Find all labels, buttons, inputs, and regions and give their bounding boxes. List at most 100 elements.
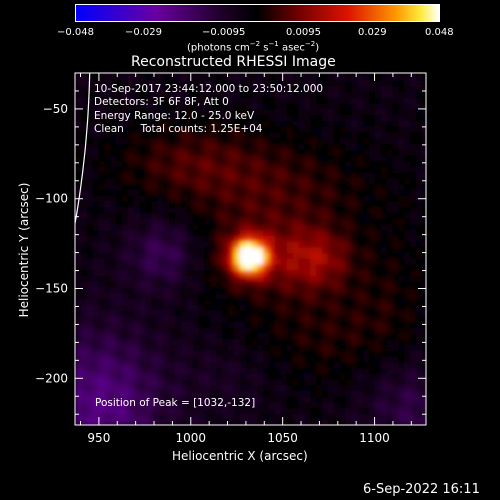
heatmap-cell bbox=[80, 73, 88, 75]
heatmap-cell bbox=[386, 212, 394, 219]
heatmap-cell bbox=[357, 229, 364, 236]
heatmap-cell bbox=[233, 264, 241, 271]
heatmap-cell bbox=[186, 103, 194, 110]
heatmap-cell bbox=[369, 97, 376, 104]
heatmap-cell bbox=[116, 315, 123, 323]
heatmap-cell bbox=[122, 402, 129, 409]
heatmap-cell bbox=[369, 292, 376, 300]
heatmap-cell bbox=[216, 281, 223, 288]
heatmap-cell bbox=[145, 292, 153, 300]
heatmap-cell bbox=[280, 419, 288, 425]
heatmap-cell bbox=[245, 154, 252, 162]
heatmap-cell bbox=[298, 137, 305, 144]
heatmap-cell bbox=[398, 241, 405, 248]
heatmap-cell bbox=[398, 154, 405, 162]
heatmap-cell bbox=[122, 419, 129, 425]
heatmap-cell bbox=[333, 407, 341, 415]
heatmap-cell bbox=[198, 333, 205, 340]
heatmap-cell bbox=[169, 223, 176, 231]
heatmap-cell bbox=[357, 166, 364, 173]
heatmap-cell bbox=[251, 287, 258, 294]
heatmap-cell bbox=[151, 413, 158, 420]
heatmap-cell bbox=[227, 281, 235, 288]
heatmap-cell bbox=[251, 166, 258, 173]
heatmap-cell bbox=[351, 413, 358, 420]
axis-tick-label: 1000 bbox=[176, 431, 207, 445]
heatmap-cell bbox=[80, 264, 88, 271]
heatmap-cell bbox=[227, 126, 235, 133]
heatmap-cell bbox=[251, 131, 258, 139]
heatmap-cell bbox=[157, 143, 164, 150]
heatmap-cell bbox=[116, 126, 123, 133]
heatmap-cell bbox=[251, 402, 258, 409]
heatmap-cell bbox=[351, 367, 358, 374]
heatmap-cell bbox=[227, 108, 235, 116]
heatmap-cell bbox=[92, 356, 100, 363]
heatmap-cell bbox=[351, 356, 358, 363]
heatmap-cell bbox=[116, 269, 123, 277]
heatmap-cell bbox=[227, 195, 235, 202]
heatmap-cell bbox=[322, 195, 329, 202]
heatmap-cell bbox=[386, 310, 394, 317]
heatmap-cell bbox=[198, 252, 205, 259]
heatmap-cell bbox=[133, 321, 141, 328]
heatmap-cell bbox=[357, 396, 364, 403]
heatmap-cell bbox=[398, 304, 405, 311]
heatmap-cell bbox=[327, 281, 335, 288]
heatmap-cell bbox=[257, 195, 264, 202]
heatmap-cell bbox=[180, 304, 188, 311]
heatmap-cell bbox=[316, 407, 323, 415]
heatmap-cell bbox=[157, 166, 164, 173]
heatmap-cell bbox=[192, 246, 200, 254]
heatmap-cell bbox=[169, 315, 176, 323]
heatmap-cell bbox=[310, 338, 317, 346]
heatmap-cell bbox=[169, 241, 176, 248]
heatmap-cell bbox=[139, 195, 147, 202]
heatmap-cell bbox=[75, 315, 82, 323]
heatmap-cell bbox=[269, 241, 276, 248]
heatmap-cell bbox=[322, 223, 329, 231]
heatmap-cell bbox=[233, 97, 241, 104]
heatmap-cell bbox=[316, 91, 323, 98]
heatmap-cell bbox=[116, 229, 123, 236]
heatmap-cell bbox=[280, 131, 288, 139]
heatmap-cell bbox=[310, 281, 317, 288]
heatmap-cell bbox=[269, 258, 276, 265]
heatmap-cell bbox=[345, 321, 352, 328]
heatmap-cell bbox=[186, 379, 194, 386]
heatmap-cell bbox=[398, 73, 405, 75]
heatmap-cell bbox=[269, 292, 276, 300]
heatmap-cell bbox=[274, 275, 282, 282]
heatmap-cell bbox=[222, 85, 229, 93]
heatmap-cell bbox=[98, 212, 105, 219]
heatmap-cell bbox=[163, 103, 170, 110]
heatmap-cell bbox=[327, 91, 335, 98]
annotation-detectors: Detectors: 3F 6F 8F, Att 0 bbox=[94, 96, 229, 108]
heatmap-cell bbox=[210, 200, 217, 208]
heatmap-cell bbox=[110, 120, 117, 127]
heatmap-cell bbox=[110, 74, 117, 81]
heatmap-cell bbox=[163, 166, 170, 173]
heatmap-cell bbox=[98, 264, 105, 271]
heatmap-cell bbox=[298, 218, 305, 225]
heatmap-cell bbox=[280, 333, 288, 340]
heatmap-cell bbox=[357, 413, 364, 420]
heatmap-cell bbox=[98, 384, 105, 392]
heatmap-cell bbox=[233, 379, 241, 386]
heatmap-cell bbox=[363, 143, 370, 150]
heatmap-cell bbox=[239, 419, 247, 425]
heatmap-cell bbox=[280, 97, 288, 104]
heatmap-cell bbox=[227, 252, 235, 259]
heatmap-cell bbox=[186, 74, 194, 81]
heatmap-cell bbox=[422, 407, 426, 415]
heatmap-cell bbox=[380, 80, 388, 87]
heatmap-cell bbox=[127, 356, 135, 363]
heatmap-cell bbox=[86, 131, 94, 139]
heatmap-cell bbox=[98, 108, 105, 116]
heatmap-cell bbox=[157, 356, 164, 363]
heatmap-cell bbox=[198, 384, 205, 392]
heatmap-cell bbox=[357, 292, 364, 300]
heatmap-cell bbox=[280, 103, 288, 110]
heatmap-cell bbox=[75, 73, 82, 75]
heatmap-cell bbox=[210, 73, 217, 75]
